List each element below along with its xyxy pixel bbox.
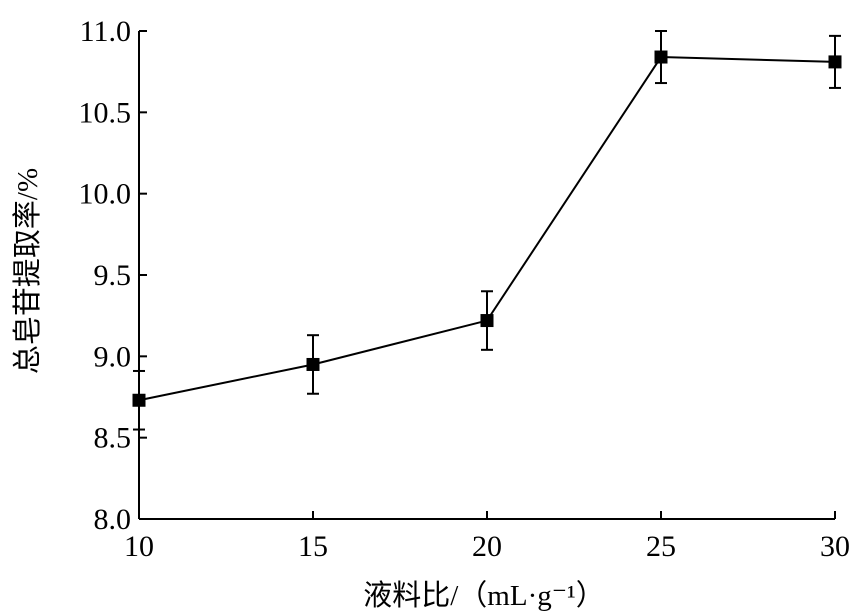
data-point [480,314,494,328]
y-tick-label: 9.0 [94,340,132,373]
y-tick-label: 8.5 [94,422,132,455]
y-axis-title: 总皂苷提取率/% [11,168,44,374]
data-point [828,55,842,69]
series-layer [132,30,842,431]
y-tick-label: 10.0 [79,178,132,211]
ticks: 8.0 8.5 9.0 9.5 10.0 10.5 11.0 10 15 20 25 30 [79,15,851,563]
y-tick-label: 10.5 [79,96,132,129]
data-point [306,357,320,371]
data-point [654,50,668,64]
x-tick-label: 30 [820,530,850,563]
x-tick-label: 25 [646,530,676,563]
x-tick-label: 10 [124,530,154,563]
data-point [132,393,146,407]
x-tick-label: 20 [472,530,502,563]
y-tick-label: 8.0 [94,503,132,536]
axes [138,31,835,520]
x-tick-label: 15 [298,530,328,563]
x-axis-title: 液料比/（mL·g⁻¹） [363,579,605,612]
y-tick-label: 9.5 [94,259,132,292]
y-tick-label: 11.0 [80,15,131,48]
